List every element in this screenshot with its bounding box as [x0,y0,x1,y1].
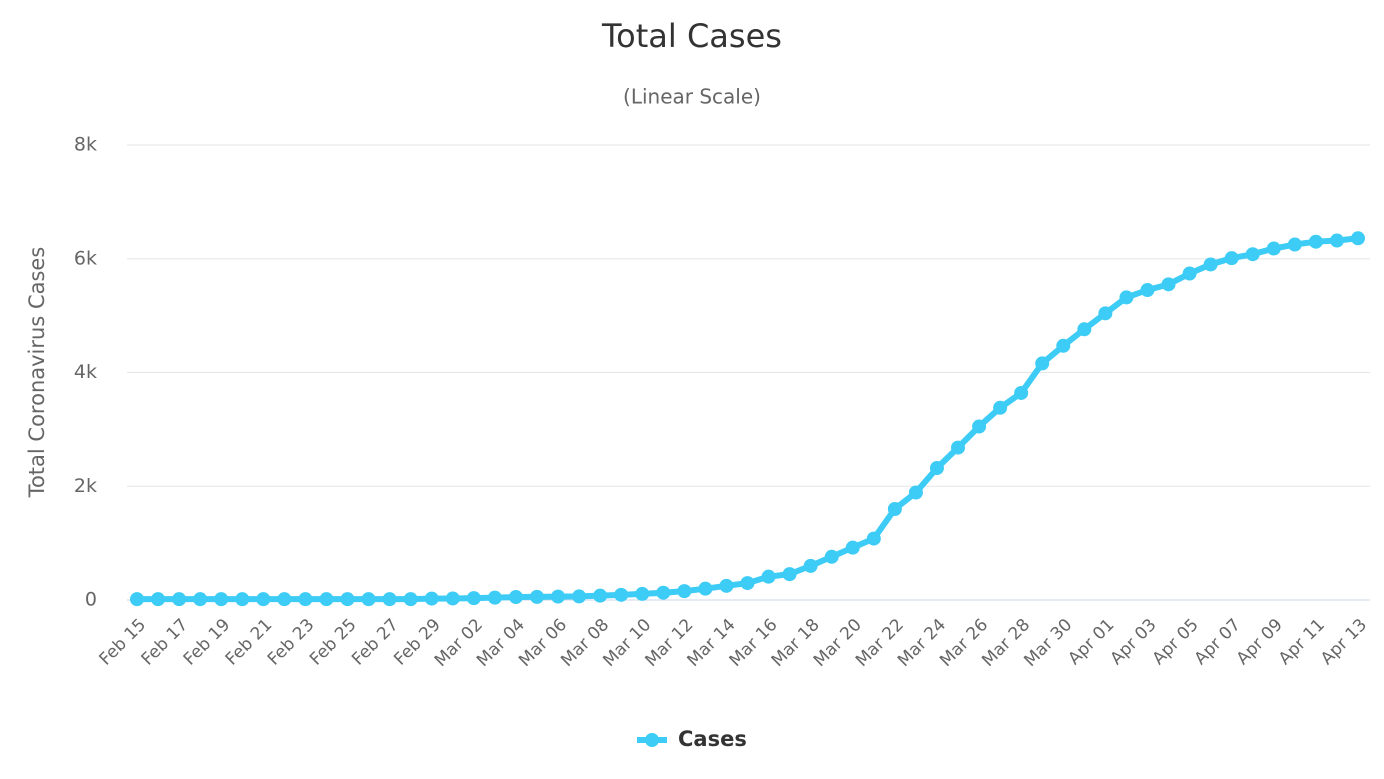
x-tick-label: Feb 25 [306,615,361,670]
data-point [908,485,923,500]
data-point [235,592,250,607]
data-point [782,567,797,582]
data-point [1119,290,1134,305]
legend-label: Cases [678,727,747,751]
data-point [593,588,608,603]
x-tick-label: Apr 11 [1275,615,1329,669]
data-point [635,586,650,601]
data-point [1351,231,1365,246]
data-point [466,591,481,606]
data-point [1203,257,1218,272]
data-point [1245,247,1260,262]
data-point [972,419,987,434]
data-point [256,592,271,607]
data-point [572,589,587,604]
data-point [845,540,860,555]
data-point [866,531,881,546]
data-point [319,592,334,607]
data-point [719,578,734,593]
chart-subtitle: (Linear Scale) [623,85,761,109]
data-point [424,591,439,606]
data-point [993,400,1008,415]
data-point [298,592,313,607]
x-tick-label: Feb 23 [264,615,319,670]
data-point [614,587,629,602]
x-tick-label: Apr 13 [1317,615,1371,669]
data-point [529,589,544,604]
data-point [1266,241,1281,256]
data-point [698,581,713,596]
data-point [1224,251,1239,266]
data-point [551,589,566,604]
data-point [151,592,166,607]
y-tick-label: 2k [74,475,97,497]
x-tick-label: Apr 05 [1149,615,1203,669]
data-point [403,592,418,607]
data-point [361,592,376,607]
data-point [824,549,839,564]
x-tick-label: Apr 07 [1191,615,1245,669]
x-tick-label: Apr 01 [1064,615,1118,669]
data-point [1035,356,1050,371]
x-tick-label: Feb 27 [348,615,403,670]
data-point [193,592,208,607]
data-point [130,592,144,607]
x-tick-label: Feb 15 [96,615,151,670]
data-point [1182,266,1197,281]
x-tick-label: Feb 19 [180,615,235,670]
data-point [761,569,776,584]
data-point [803,558,818,573]
data-point [677,584,692,599]
x-tick-label: Feb 17 [138,615,193,670]
data-point [951,440,966,455]
data-point [1161,277,1176,292]
data-point [1014,385,1029,400]
data-point [508,590,523,605]
data-point [1056,338,1071,353]
data-point [1077,322,1092,337]
data-point [887,502,902,516]
data-point [740,576,755,591]
y-axis-title: Total Coronavirus Cases [25,247,49,499]
data-point [214,592,229,607]
data-point [1098,306,1113,321]
data-point [340,592,355,607]
x-tick-label: Mar 30 [1020,615,1076,671]
data-point [277,592,292,607]
data-point [1140,283,1155,298]
data-point [382,592,397,607]
chart-title: Total Cases [601,17,782,55]
data-point [929,461,944,476]
data-point [1329,233,1344,248]
data-line [137,235,1359,603]
x-tick-label: Feb 21 [222,615,277,670]
data-point [172,592,187,607]
data-point [1308,234,1323,249]
data-point [487,590,502,605]
legend-marker [645,733,659,747]
data-point [445,591,460,606]
y-tick-label: 8k [74,134,97,156]
y-tick-label: 0 [85,589,97,611]
data-point [1287,237,1302,252]
x-tick-label: Apr 09 [1233,615,1287,669]
y-tick-label: 6k [74,247,97,269]
y-tick-label: 4k [74,361,97,383]
data-point [656,585,671,600]
x-tick-label: Apr 03 [1106,615,1160,669]
